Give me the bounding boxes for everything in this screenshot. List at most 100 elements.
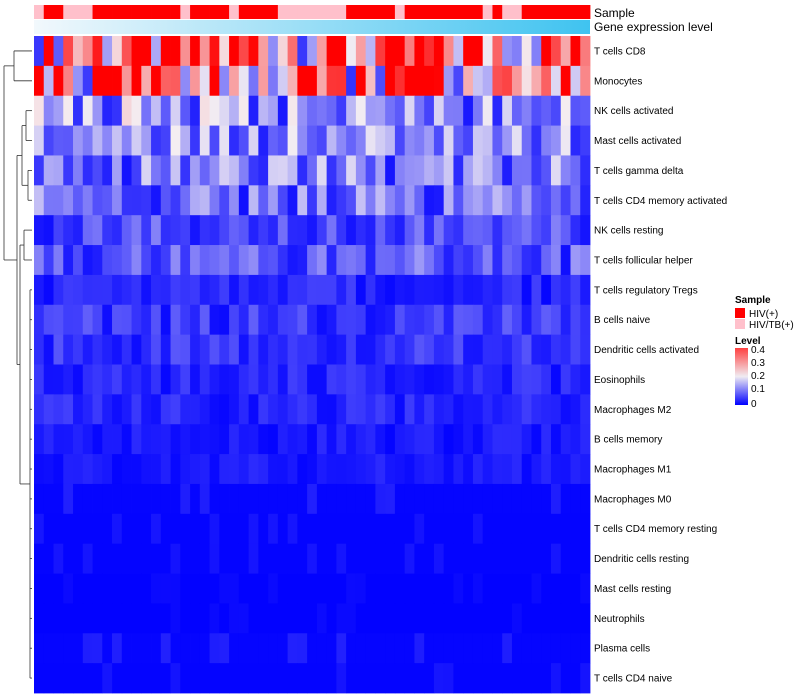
heatmap-cell [53,543,64,574]
heatmap-cell [92,603,103,634]
sample-cell [297,5,308,19]
heatmap-cell [121,125,132,156]
heatmap-cell [53,185,64,216]
heatmap-cell [375,483,386,515]
legend-tick-0-2: 0.2 [751,371,765,382]
heatmap-cell [307,95,318,126]
heatmap-cell [258,334,269,365]
heatmap-cell [121,513,132,545]
heatmap-cell [355,424,367,455]
heatmap-cell [131,454,142,485]
heatmap-cell [190,245,201,276]
heatmap-cell [43,65,54,97]
heatmap-cell [287,364,298,395]
heatmap-cell [550,95,562,126]
heatmap-cell [160,573,171,604]
heatmap-cell [43,36,54,67]
heatmap-cell [502,36,513,67]
heatmap-cell [560,394,571,425]
heatmap-cell [443,185,454,216]
heatmap-cell [151,663,162,694]
heatmap-cell [385,633,396,664]
heatmap-cell [53,454,64,485]
heatmap-cell [463,36,474,67]
heatmap-cell [190,185,201,216]
heatmap-cell [160,36,171,67]
heatmap-cell [482,65,493,97]
heatmap-cell [82,215,93,246]
heatmap-cell [346,424,357,455]
heatmap-cell [277,155,289,186]
heatmap-cell [541,483,552,515]
sample-cell [34,5,45,19]
heatmap-cell [180,394,191,425]
heatmap-cell [131,603,142,634]
heatmap-cell [463,633,474,664]
heatmap-cell [463,274,474,306]
heatmap-cell [160,125,171,156]
heatmap-cell [560,424,571,455]
heatmap-cell [92,95,103,126]
heatmap-cell [502,215,513,246]
heatmap-cell [297,454,308,485]
heatmap-cell [43,573,54,604]
heatmap-cell [307,513,318,545]
sample-cell [531,5,542,19]
heatmap-cell [43,245,54,276]
heatmap-cell [414,304,425,336]
heatmap-cell [63,424,74,455]
heatmap-cell [453,633,464,664]
heatmap-cell [287,95,298,126]
heatmap-cell [394,304,406,336]
heatmap-cell [433,274,445,306]
heatmap-cell [248,483,259,515]
sample-cell [365,5,376,19]
row-label: Macrophages M0 [594,494,672,505]
heatmap-cell [131,36,142,67]
row-label: Macrophages M1 [594,465,672,476]
heatmap-cell [53,483,64,515]
heatmap-cell [102,215,113,246]
heatmap-cell [229,334,240,365]
heatmap-cell [346,155,357,186]
heatmap-cell [34,424,45,455]
sample-cell [160,5,171,19]
heatmap-cell [433,483,445,515]
heatmap-cell [355,36,367,67]
heatmap-cell [287,245,298,276]
heatmap-cell [190,65,201,97]
heatmap-cell [404,125,415,156]
heatmap-cell [541,513,552,545]
heatmap-cell [112,125,123,156]
heatmap-cell [326,513,337,545]
heatmap-cell [287,36,298,67]
heatmap-cell [492,36,503,67]
heatmap-cell [141,454,152,485]
heatmap-cell [63,125,74,156]
heatmap-cell [268,573,279,604]
heatmap-cell [433,603,445,634]
heatmap-cell [268,633,279,664]
expression-annotation-label: Gene expression level [594,20,713,34]
heatmap-cell [219,215,230,246]
heatmap-cell [190,125,201,156]
heatmap-cell [414,334,425,365]
heatmap-cell [209,334,220,365]
heatmap-cell [541,454,552,485]
heatmap-cell [131,483,142,515]
heatmap-cell [92,65,103,97]
heatmap-cell [472,394,484,425]
heatmap-cell [258,603,269,634]
heatmap-cell [443,65,454,97]
heatmap-cell [326,215,337,246]
heatmap-cell [394,36,406,67]
heatmap-cell [82,125,93,156]
heatmap-cell [63,573,74,604]
heatmap-cell [180,543,191,574]
heatmap-cell [297,663,308,694]
heatmap-cell [34,663,45,694]
heatmap-cell [482,245,493,276]
heatmap-cell [73,573,84,604]
heatmap-cell [570,543,581,574]
heatmap-cell [531,334,542,365]
